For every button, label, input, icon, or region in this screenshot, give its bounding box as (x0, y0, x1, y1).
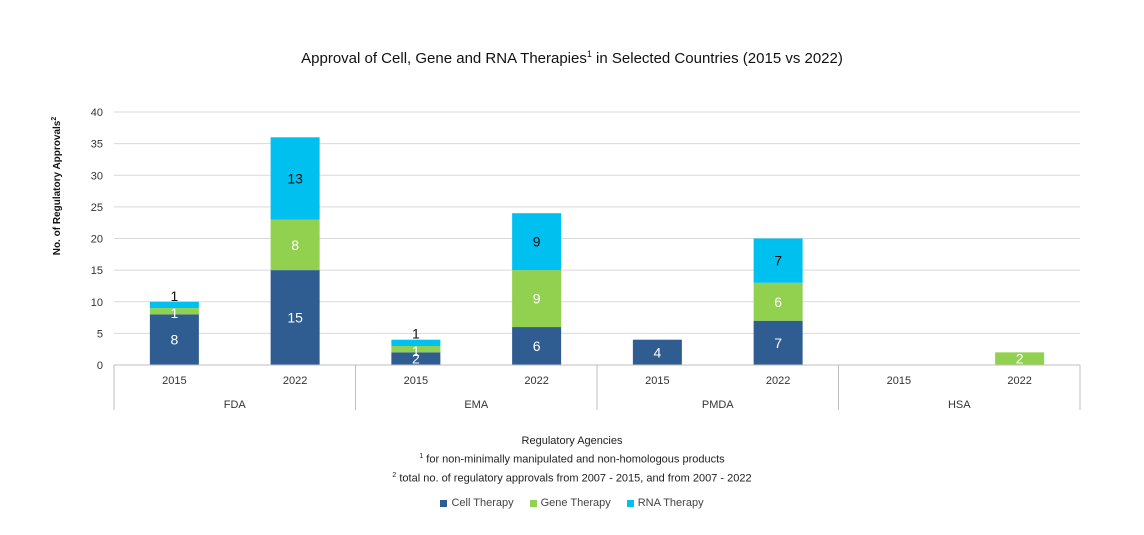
y-tick-label-30: 30 (91, 170, 103, 182)
legend-item-cell-therapy: Cell Therapy (440, 497, 514, 509)
chart-title-suffix: in Selected Countries (2015 vs 2022) (591, 50, 843, 67)
y-tick-label-5: 5 (97, 328, 103, 340)
legend-label-gene-therapy: Gene Therapy (540, 497, 611, 509)
group-label-fda: FDA (224, 399, 247, 411)
x-tick-label-ema-2022: 2022 (524, 375, 548, 387)
footnote-2: 2 total no. of regulatory approvals from… (0, 468, 1144, 487)
footnote-2-text: total no. of regulatory approvals from 2… (396, 472, 752, 485)
bar-pmda-2022-cell-therapy (753, 320, 803, 365)
y-tick-label-25: 25 (91, 202, 103, 214)
bar-pmda-2022-gene-therapy (753, 282, 803, 321)
bar-ema-2015-gene-therapy (391, 346, 441, 353)
legend-item-rna-therapy: RNA Therapy (626, 497, 704, 509)
legend: Cell Therapy Gene Therapy RNA Therapy (0, 497, 1144, 509)
data-label-ema-2015-gene-therapy: 1 (412, 343, 420, 359)
bar-ema-2022-rna-therapy (512, 213, 562, 271)
bar-fda-2022-rna-therapy (270, 137, 320, 220)
bar-fda-2022-gene-therapy (270, 219, 320, 271)
footnote-2-mark: 2 (392, 471, 397, 479)
data-label-ema-2022-gene-therapy: 9 (533, 291, 541, 307)
data-label-pmda-2022-rna-therapy: 7 (774, 253, 782, 269)
y-tick-label-20: 20 (91, 234, 103, 246)
data-label-hsa-2022-gene-therapy: 2 (1016, 351, 1024, 367)
group-label-pmda: PMDA (702, 399, 734, 411)
legend-swatch-rna-therapy (626, 499, 634, 507)
group-label-ema: EMA (464, 399, 489, 411)
bar-fda-2015-gene-therapy (149, 308, 199, 315)
chart-title-footnote-mark: 1 (586, 49, 592, 59)
bar-hsa-2022-gene-therapy (995, 352, 1045, 365)
legend-label-rna-therapy: RNA Therapy (637, 497, 704, 509)
x-axis-label: Regulatory Agencies (521, 435, 623, 447)
data-label-fda-2015-cell-therapy: 8 (170, 332, 178, 348)
x-tick-label-hsa-2015: 2015 (887, 375, 911, 387)
y-tick-label-35: 35 (91, 139, 103, 151)
legend-swatch-cell-therapy (440, 499, 448, 507)
group-label-hsa: HSA (948, 399, 971, 411)
x-tick-label-fda-2022: 2022 (283, 375, 307, 387)
gridlines (114, 111, 1080, 334)
x-tick-label-pmda-2022: 2022 (766, 375, 790, 387)
footnote-1: 1 for non-minimally manipulated and non-… (0, 449, 1144, 468)
data-label-fda-2022-cell-therapy: 15 (287, 310, 303, 326)
data-label-fda-2015-gene-therapy: 1 (170, 305, 178, 321)
chart-notes: Regulatory Agencies 1 for non-minimally … (0, 434, 1144, 486)
footnote-1-text: for non-minimally manipulated and non-ho… (423, 453, 725, 466)
x-tick-label-pmda-2015: 2015 (645, 375, 669, 387)
y-tick-label-10: 10 (91, 297, 103, 309)
data-label-fda-2022-gene-therapy: 8 (291, 237, 299, 253)
x-axis: 2015 2022 FDA 2015 2022 EMA 2015 2022 PMDA 2015 20… (113, 364, 1081, 411)
x-tick-label-ema-2015: 2015 (404, 375, 428, 387)
legend-item-gene-therapy: Gene Therapy (529, 497, 611, 509)
legend-swatch-gene-therapy (529, 499, 537, 507)
bar-ema-2015-cell-therapy (391, 352, 441, 365)
data-label-ema-2022-rna-therapy: 9 (533, 234, 541, 250)
y-tick-label-0: 0 (97, 360, 103, 372)
data-label-pmda-2022-gene-therapy: 6 (774, 294, 782, 310)
x-tick-label-fda-2015: 2015 (162, 375, 186, 387)
footnote-1-mark: 1 (419, 453, 424, 460)
data-label-ema-2022-cell-therapy: 6 (533, 338, 541, 354)
bar-fda-2022-cell-therapy (270, 270, 320, 365)
chart-title-text: Approval of Cell, Gene and RNA Therapies (301, 50, 587, 67)
y-tick-label-40: 40 (91, 107, 103, 119)
data-label-ema-2015-rna-therapy: 1 (412, 326, 420, 342)
data-label-pmda-2015-cell-therapy: 4 (653, 344, 661, 360)
bar-ema-2015-rna-therapy (391, 339, 441, 347)
data-label-pmda-2022-cell-therapy: 7 (774, 335, 782, 351)
y-tick-label-15: 15 (91, 265, 103, 277)
data-label-fda-2022-rna-therapy: 13 (287, 170, 303, 186)
data-label-fda-2015-rna-therapy: 1 (170, 288, 178, 304)
bar-fda-2015-rna-therapy (149, 301, 199, 309)
y-axis-ticks: 0 5 10 15 20 25 30 35 40 (91, 107, 103, 372)
chart-title: Approval of Cell, Gene and RNA Therapies… (0, 49, 1144, 67)
x-tick-label-hsa-2022: 2022 (1007, 375, 1031, 387)
data-label-ema-2015-cell-therapy: 2 (412, 351, 420, 367)
bar-fda-2015-cell-therapy (149, 314, 199, 365)
bar-ema-2022-cell-therapy (512, 327, 562, 365)
legend-label-cell-therapy: Cell Therapy (451, 497, 514, 509)
bar-pmda-2022-rna-therapy (753, 238, 803, 283)
bar-pmda-2015-cell-therapy (632, 339, 682, 365)
bar-ema-2022-gene-therapy (512, 270, 562, 328)
